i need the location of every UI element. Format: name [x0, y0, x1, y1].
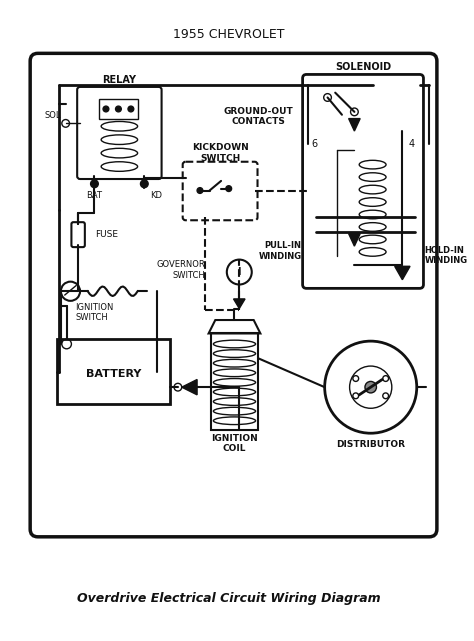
Bar [57, 339, 170, 404]
Text: DISTRIBUTOR: DISTRIBUTOR [336, 440, 405, 449]
FancyBboxPatch shape [72, 222, 85, 247]
Circle shape [197, 188, 203, 194]
Text: 4: 4 [409, 138, 415, 149]
Circle shape [365, 381, 376, 393]
Polygon shape [349, 234, 360, 246]
Text: PULL-IN
WINDING: PULL-IN WINDING [258, 241, 301, 261]
Circle shape [91, 180, 98, 188]
Text: BAT: BAT [86, 191, 102, 200]
Text: I: I [237, 267, 241, 277]
Circle shape [140, 180, 148, 188]
Circle shape [103, 106, 109, 112]
Text: BATTERY: BATTERY [86, 369, 141, 379]
Circle shape [128, 106, 134, 112]
Circle shape [116, 106, 121, 112]
Polygon shape [349, 119, 360, 131]
Polygon shape [234, 299, 245, 308]
Text: GOVERNOR
SWITCH: GOVERNOR SWITCH [157, 260, 206, 280]
Polygon shape [182, 379, 197, 395]
Text: KD: KD [150, 191, 162, 200]
Text: IGNITION
COIL: IGNITION COIL [211, 434, 258, 453]
Text: FUSE: FUSE [95, 230, 118, 239]
Text: 6: 6 [311, 138, 318, 149]
Text: 1955 CHEVROLET: 1955 CHEVROLET [173, 28, 284, 40]
Text: Overdrive Electrical Circuit Wiring Diagram: Overdrive Electrical Circuit Wiring Diag… [77, 592, 381, 604]
Text: IGNITION
SWITCH: IGNITION SWITCH [75, 303, 114, 322]
Bar [210, 333, 258, 430]
Text: GROUND-OUT
CONTACTS: GROUND-OUT CONTACTS [224, 107, 293, 126]
Polygon shape [395, 266, 410, 279]
Polygon shape [209, 320, 260, 333]
Text: SOL: SOL [45, 111, 61, 121]
Bar [99, 99, 137, 119]
Text: KICKDOWN
SWITCH: KICKDOWN SWITCH [191, 144, 248, 163]
Text: RELAY: RELAY [102, 75, 137, 85]
Text: HOLD-IN
WINDING: HOLD-IN WINDING [424, 246, 467, 265]
Text: SOLENOID: SOLENOID [335, 62, 391, 72]
Circle shape [226, 186, 232, 192]
